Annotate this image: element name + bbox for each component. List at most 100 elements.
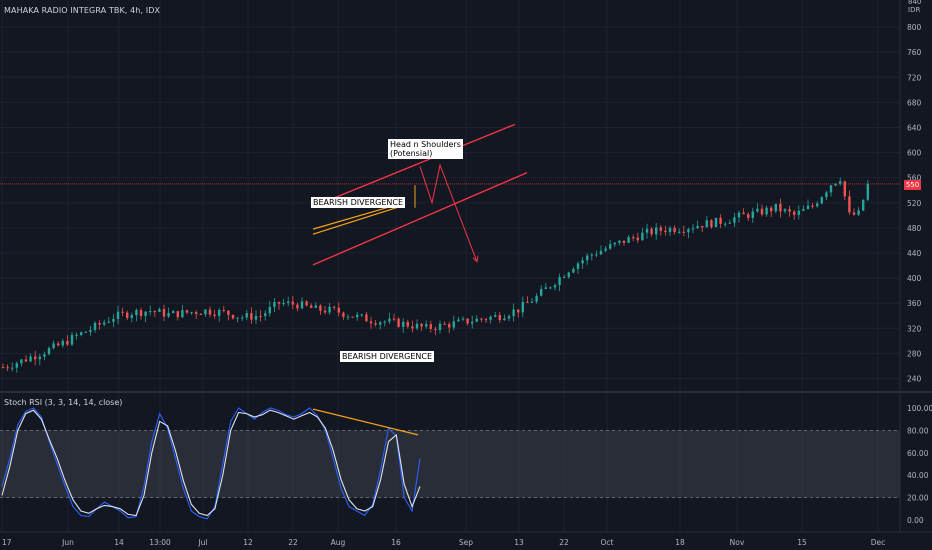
candle-body	[563, 276, 566, 278]
price-tick-label: 560	[907, 174, 922, 183]
candle-body	[544, 287, 547, 290]
candle-body	[98, 323, 101, 325]
candle-body	[346, 316, 350, 318]
candle-body	[135, 310, 138, 316]
candle-body	[241, 317, 244, 319]
candle-body	[760, 208, 764, 215]
candle-body	[737, 212, 741, 218]
candle-body	[586, 255, 589, 261]
candle-body	[618, 240, 621, 243]
price-tick-label: 720	[907, 73, 922, 82]
candle-body	[195, 312, 198, 315]
candle-body	[535, 295, 538, 302]
candle-body	[503, 318, 506, 321]
candle-body	[153, 311, 156, 313]
candle-body	[567, 272, 570, 277]
price-tick-label: 600	[907, 149, 922, 158]
candle-body	[84, 331, 87, 333]
candle-body	[553, 285, 557, 288]
x-tick-label: 17	[2, 538, 12, 547]
candle-body	[314, 305, 317, 308]
candle-body	[144, 311, 147, 316]
projection-arrowhead	[472, 255, 479, 263]
candle-body	[572, 268, 575, 273]
candle-body	[756, 208, 759, 212]
candle-body	[655, 227, 658, 235]
candle-body	[829, 185, 833, 193]
candle-body	[471, 321, 474, 324]
candle-body	[613, 242, 616, 245]
candle-body	[733, 217, 736, 223]
candle-body	[369, 321, 373, 324]
candle-body	[673, 228, 676, 233]
x-tick-label: 13	[514, 538, 524, 547]
price-tick-label: 240	[907, 374, 922, 383]
candle-body	[806, 205, 810, 209]
candle-body	[116, 311, 120, 319]
candle-body	[599, 250, 603, 255]
candle-body	[590, 254, 593, 256]
candle-body	[259, 316, 262, 318]
candle-body	[411, 326, 414, 329]
candle-body	[29, 356, 32, 362]
candle-body	[149, 311, 152, 313]
candle-body	[751, 211, 754, 218]
candle-body	[793, 211, 796, 215]
candle-body	[15, 363, 18, 368]
price-tick-label: 480	[907, 224, 922, 233]
candle-body	[857, 210, 860, 215]
candle-body	[80, 332, 83, 335]
candle-body	[540, 289, 543, 296]
symbol-title: MAHAKA RADIO INTEGRA TBK, 4h, IDX	[4, 6, 161, 15]
candle-body	[392, 318, 396, 320]
candle-body	[862, 199, 865, 211]
candle-body	[705, 220, 708, 228]
candle-body	[839, 181, 842, 184]
candle-body	[843, 181, 846, 197]
candle-body	[213, 314, 216, 316]
candle-body	[714, 217, 718, 228]
candle-body	[323, 310, 327, 313]
candle-body	[158, 309, 161, 312]
candle-body	[75, 334, 78, 336]
candle-body	[507, 316, 511, 319]
candle-body	[204, 309, 207, 315]
candle-body	[264, 313, 267, 317]
candle-body	[254, 316, 258, 320]
candle-body	[43, 354, 46, 357]
candle-body	[47, 348, 51, 355]
stoch-tick-label: 60.00	[907, 449, 929, 458]
stoch-tick-label: 20.00	[907, 494, 929, 503]
bearish-divergence-annotation-bottom[interactable]: BEARISH DIVERGENCE	[340, 351, 435, 362]
candle-body	[20, 359, 23, 364]
projection-path	[419, 163, 478, 262]
candle-body	[852, 212, 856, 215]
candle-body	[139, 310, 143, 316]
x-tick-label: 22	[559, 538, 569, 547]
candle-body	[457, 319, 460, 322]
candle-body	[1, 367, 5, 369]
head-shoulders-annotation[interactable]: Head n Shoulders (Potensial)	[388, 139, 463, 159]
price-tick-label: 280	[907, 349, 922, 358]
candle-body	[664, 230, 667, 233]
candle-body	[443, 323, 446, 325]
candle-body	[379, 322, 382, 325]
candle-body	[319, 305, 322, 311]
candle-body	[475, 318, 478, 322]
candle-body	[438, 323, 442, 330]
candle-body	[11, 367, 14, 369]
candle-body	[415, 323, 419, 329]
x-tick-label: 22	[288, 538, 298, 547]
candle-body	[282, 302, 285, 304]
candle-body	[388, 318, 391, 322]
candle-body	[38, 356, 41, 360]
candle-body	[397, 318, 400, 327]
candle-body	[130, 315, 133, 318]
candle-body	[797, 210, 800, 215]
candle-body	[66, 340, 69, 345]
candle-body	[365, 314, 368, 322]
candle-body	[595, 254, 598, 256]
bearish-divergence-annotation-top[interactable]: BEARISH DIVERGENCE	[311, 197, 406, 208]
price-tick-label: 760	[907, 48, 922, 57]
